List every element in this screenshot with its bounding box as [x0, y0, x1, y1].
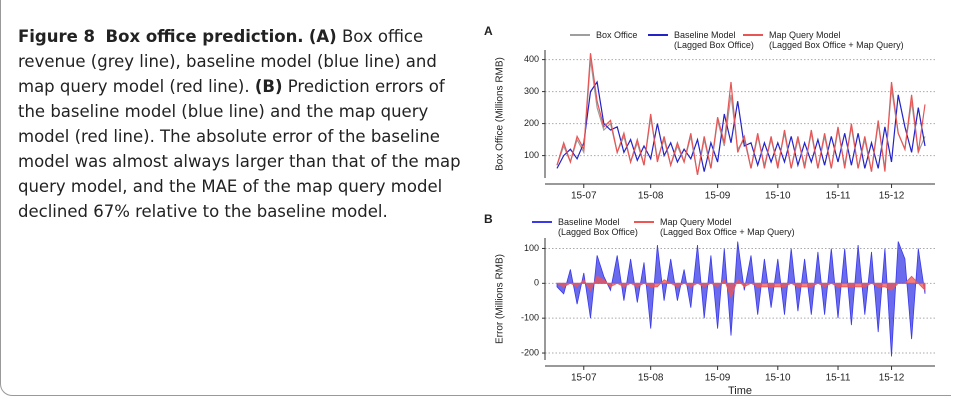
x-tick-label: 15-10: [765, 373, 791, 384]
y-tick-label: 200: [524, 118, 539, 128]
y-tick-label: 100: [524, 150, 539, 160]
caption-run: (B): [254, 77, 283, 96]
x-axis-label: Time: [728, 385, 752, 397]
error-area: [556, 275, 926, 299]
y-tick-label: 100: [524, 243, 539, 253]
legend-entry: Map Query Model (Lagged Box Office + Map…: [660, 217, 795, 237]
x-tick-label: 15-08: [638, 373, 664, 384]
caption-run: Prediction errors of the baseline model …: [18, 77, 461, 221]
x-tick-label: 15-09: [705, 373, 731, 384]
x-tick-label: 15-10: [765, 191, 791, 202]
x-tick-label: 15-07: [571, 373, 597, 384]
x-tick-label: 15-12: [879, 191, 905, 202]
legend-entry: Baseline Model (Lagged Box Office): [674, 30, 754, 50]
y-tick-label: 300: [524, 86, 539, 96]
series-line: [556, 59, 926, 175]
legend-entry: Baseline Model (Lagged Box Office): [558, 217, 638, 237]
y-axis-label: Error (Millions RMB): [495, 254, 506, 344]
caption: Figure 8 Box office prediction. (A) Box …: [18, 24, 468, 224]
figure-label: Figure 8: [18, 27, 96, 46]
y-tick-label: 400: [524, 54, 539, 64]
x-tick-label: 15-11: [826, 373, 851, 384]
x-tick-label: 15-09: [705, 191, 731, 202]
y-tick-label: 0: [534, 278, 539, 288]
y-axis-label: Box Office (Millions RMB): [495, 57, 506, 171]
y-tick-label: -100: [521, 313, 539, 323]
panel-label: B: [484, 212, 493, 226]
x-tick-label: 15-12: [879, 373, 905, 384]
legend-entry: Map Query Model (Lagged Box Office + Map…: [769, 30, 904, 50]
caption-body: (A) Box office revenue (grey line), base…: [18, 27, 461, 221]
error-area: [556, 241, 926, 357]
series-line: [556, 53, 926, 175]
x-tick-label: 15-11: [826, 191, 851, 202]
caption-frame: [0, 0, 951, 396]
caption-run: Box office revenue (grey line), baseline…: [18, 27, 437, 96]
x-tick-label: 15-07: [571, 191, 597, 202]
caption-run: (A): [308, 27, 337, 46]
legend-entry: Box Office: [596, 30, 638, 40]
x-tick-label: 15-08: [638, 191, 664, 202]
series-line: [556, 80, 926, 172]
y-tick-label: -200: [521, 347, 539, 357]
panel-label: A: [484, 24, 493, 38]
figure-title: Box office prediction.: [105, 27, 304, 46]
